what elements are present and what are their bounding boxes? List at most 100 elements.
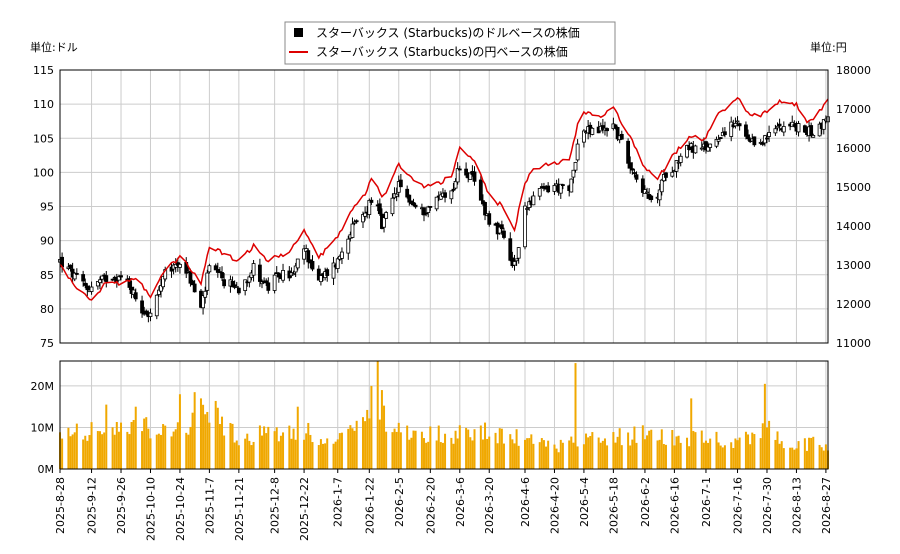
volume-bar [692, 430, 695, 469]
candle-body [613, 124, 618, 128]
candle-body [468, 172, 473, 180]
volume-bar [690, 398, 693, 469]
candle-body [531, 195, 536, 206]
candle-body [394, 193, 399, 197]
volume-bar [420, 431, 423, 469]
candle-body [426, 206, 431, 213]
volume-bar [353, 430, 356, 469]
volume-bar [307, 422, 310, 469]
volume-bar [465, 427, 468, 469]
volume-bar [479, 425, 482, 469]
volume-bar [656, 440, 659, 469]
candle-body [251, 263, 256, 276]
candle-body [737, 123, 742, 127]
candle-body [302, 248, 306, 260]
candle-body [523, 205, 527, 248]
candle-body [398, 179, 403, 188]
candle-body [693, 145, 698, 154]
candle-body [735, 120, 740, 123]
x-tick-label: 2026-6-2 [639, 477, 652, 527]
candle-body [234, 286, 239, 288]
volume-bar [199, 398, 202, 469]
candle-body [316, 268, 321, 281]
candle-body [346, 238, 351, 254]
candle-body [154, 294, 159, 317]
candle-body [632, 172, 637, 174]
volume-bar [366, 409, 369, 469]
volume-bar [273, 431, 276, 469]
volume-bar [143, 418, 146, 469]
candle-body [552, 185, 557, 192]
volume-bar [568, 440, 571, 469]
x-tick-label: 2026-2-5 [393, 477, 406, 527]
volume-bar [753, 434, 756, 469]
volume-bar [601, 440, 604, 469]
candle-body [291, 273, 296, 276]
volume-bar [414, 430, 417, 469]
candle-body [560, 184, 565, 186]
volume-bar [454, 430, 457, 469]
candle-body [354, 220, 359, 223]
candle-body [687, 145, 692, 150]
volume-bar [452, 443, 455, 469]
right-axis-unit-label: 単位:円 [810, 40, 847, 54]
candle-body [605, 128, 609, 132]
x-tick-label: 2026-4-20 [548, 477, 561, 534]
volume-bar [778, 443, 781, 469]
volume-bar [351, 428, 354, 469]
candle-body [83, 282, 88, 286]
volume-bar [84, 435, 87, 469]
candle-body [133, 292, 138, 300]
candle-body [767, 132, 771, 137]
candle-body [201, 295, 205, 309]
candle-body [266, 282, 271, 291]
candle-body [781, 126, 786, 133]
volume-bar [458, 425, 461, 469]
candle-body [104, 275, 109, 282]
candle-body [95, 281, 100, 287]
candle-body [319, 275, 323, 283]
right-tick-label: 17000 [836, 103, 871, 116]
candle-body [190, 280, 195, 286]
volume-bar [322, 443, 325, 469]
candle-body [382, 217, 386, 228]
left-tick-label: 110 [33, 98, 54, 111]
volume-bar [429, 426, 432, 469]
volume-bar [252, 441, 255, 469]
volume-bar [164, 425, 167, 469]
volume-bar [326, 438, 329, 469]
candle-body [514, 258, 519, 262]
volume-bar [597, 437, 600, 469]
volume-bar [73, 432, 76, 469]
left-tick-label: 80 [40, 303, 54, 316]
volume-bar [616, 436, 619, 469]
volume-bar [231, 423, 234, 469]
volume-bar [214, 400, 217, 469]
volume-bar [793, 449, 796, 469]
volume-bar [717, 442, 720, 469]
candle-body [361, 214, 365, 223]
volume-bar [686, 437, 689, 469]
x-tick-label: 2025-10-10 [144, 477, 157, 541]
candle-body [773, 128, 778, 134]
left-tick-label: 75 [40, 337, 54, 350]
volume-bar [233, 442, 236, 469]
candle-body [72, 272, 77, 280]
volume-bar [260, 435, 263, 469]
volume-bar [791, 447, 794, 469]
volume-bar [159, 434, 162, 469]
volume-bar [263, 426, 266, 469]
volume-bar [332, 443, 335, 469]
volume-bar [147, 428, 150, 469]
volume-bar [650, 429, 653, 469]
volume-bar [620, 445, 623, 469]
volume-bar [694, 432, 697, 469]
volume-bar [397, 422, 400, 469]
candle-body [634, 174, 639, 180]
candle-body [230, 280, 235, 288]
volume-bar [376, 361, 379, 469]
candle-body [643, 189, 647, 194]
volume-bar [469, 437, 472, 469]
volume-bar [553, 444, 556, 469]
candle-body [722, 131, 727, 136]
